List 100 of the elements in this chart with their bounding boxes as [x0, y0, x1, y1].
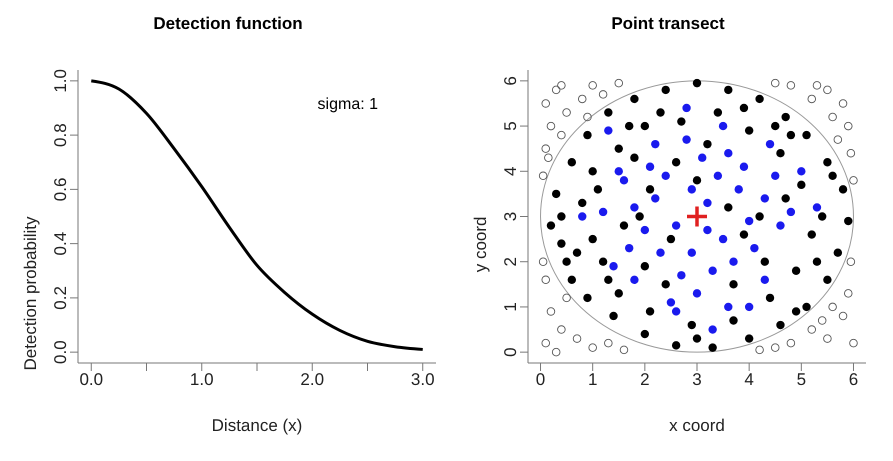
- x-tick-label: 0: [536, 370, 546, 390]
- point: [750, 244, 759, 252]
- point: [834, 135, 842, 144]
- x-tick-label: 6: [848, 370, 858, 390]
- point: [682, 104, 691, 112]
- point: [724, 302, 732, 312]
- x-tick-label: 1.0: [190, 370, 214, 390]
- x-tick-label: 1: [588, 370, 598, 390]
- point: [604, 126, 613, 135]
- x-tick-label: 0.0: [79, 370, 104, 390]
- point: [624, 244, 634, 252]
- point: [714, 172, 722, 180]
- y-tick-label: 0.0: [51, 340, 70, 364]
- y-tick-label: 4: [501, 166, 520, 176]
- point: [588, 81, 597, 90]
- point: [786, 338, 796, 348]
- x-tick-label: 4: [744, 370, 754, 390]
- point: [718, 122, 728, 130]
- point: [729, 258, 738, 266]
- point: [797, 167, 806, 176]
- point: [544, 153, 553, 162]
- point: [562, 108, 571, 117]
- x-tick-label: 5: [796, 370, 806, 390]
- point: [844, 289, 853, 298]
- point: [630, 203, 639, 212]
- x-tick-label: 3: [692, 370, 702, 390]
- point: [718, 234, 728, 244]
- point: [604, 338, 613, 348]
- point: [744, 302, 754, 312]
- x-axis-title: x coord: [669, 416, 725, 435]
- point: [546, 122, 556, 130]
- point: [786, 208, 796, 216]
- annotation: sigma: 1: [318, 96, 378, 114]
- point: [776, 221, 785, 230]
- point: [760, 194, 770, 203]
- point: [538, 172, 548, 180]
- point: [651, 140, 660, 148]
- point: [786, 81, 796, 90]
- point: [766, 140, 774, 148]
- point: [744, 216, 754, 226]
- point: [838, 99, 848, 108]
- point: [724, 149, 732, 158]
- point: [562, 294, 571, 302]
- point: [640, 226, 650, 234]
- point: [708, 325, 717, 334]
- point: [630, 276, 639, 284]
- y-tick-label: 3: [501, 212, 520, 222]
- point: [578, 94, 586, 104]
- point: [557, 81, 566, 90]
- point: [698, 154, 706, 162]
- point: [620, 176, 628, 185]
- point: [682, 135, 691, 144]
- point: [828, 302, 837, 312]
- point: [546, 307, 556, 316]
- y-tick-label: 0: [501, 347, 520, 357]
- point: [708, 266, 717, 275]
- point: [692, 289, 702, 298]
- point: [808, 325, 816, 334]
- x-tick-label: 3.0: [410, 370, 435, 390]
- point: [541, 144, 550, 153]
- point: [583, 112, 592, 122]
- y-tick-label: 2: [501, 256, 520, 266]
- point: [770, 78, 780, 88]
- point: [656, 248, 665, 257]
- point: [703, 198, 712, 208]
- point: [838, 312, 848, 320]
- point: [812, 203, 822, 212]
- y-tick-label: 1: [501, 302, 520, 312]
- y-tick-label: 1.0: [51, 69, 70, 93]
- point: [823, 334, 832, 343]
- point: [677, 271, 686, 280]
- point: [598, 90, 608, 99]
- point: [552, 348, 560, 356]
- point: [734, 185, 743, 194]
- point: [823, 86, 832, 94]
- y-tick-label: 0.6: [51, 178, 70, 202]
- point: [740, 162, 748, 171]
- point: [578, 212, 586, 221]
- chart-title: Point transect: [610, 14, 726, 34]
- point: [770, 343, 780, 352]
- point: [538, 257, 548, 266]
- point: [614, 167, 623, 176]
- point: [662, 172, 670, 180]
- y-tick-label: 0.2: [51, 286, 70, 310]
- point: [614, 78, 624, 88]
- y-axis-title: Detection probability: [21, 216, 40, 371]
- point: [541, 338, 550, 348]
- point: [572, 334, 582, 343]
- point: [598, 208, 608, 216]
- point: [620, 346, 628, 354]
- point: [844, 122, 853, 130]
- point: [557, 325, 566, 334]
- point: [688, 248, 696, 257]
- point: [651, 194, 660, 203]
- point: [849, 176, 858, 185]
- point: [808, 94, 816, 104]
- point: [557, 130, 566, 140]
- point: [672, 221, 680, 230]
- chart-title: Detection function: [152, 14, 304, 34]
- point: [552, 86, 560, 94]
